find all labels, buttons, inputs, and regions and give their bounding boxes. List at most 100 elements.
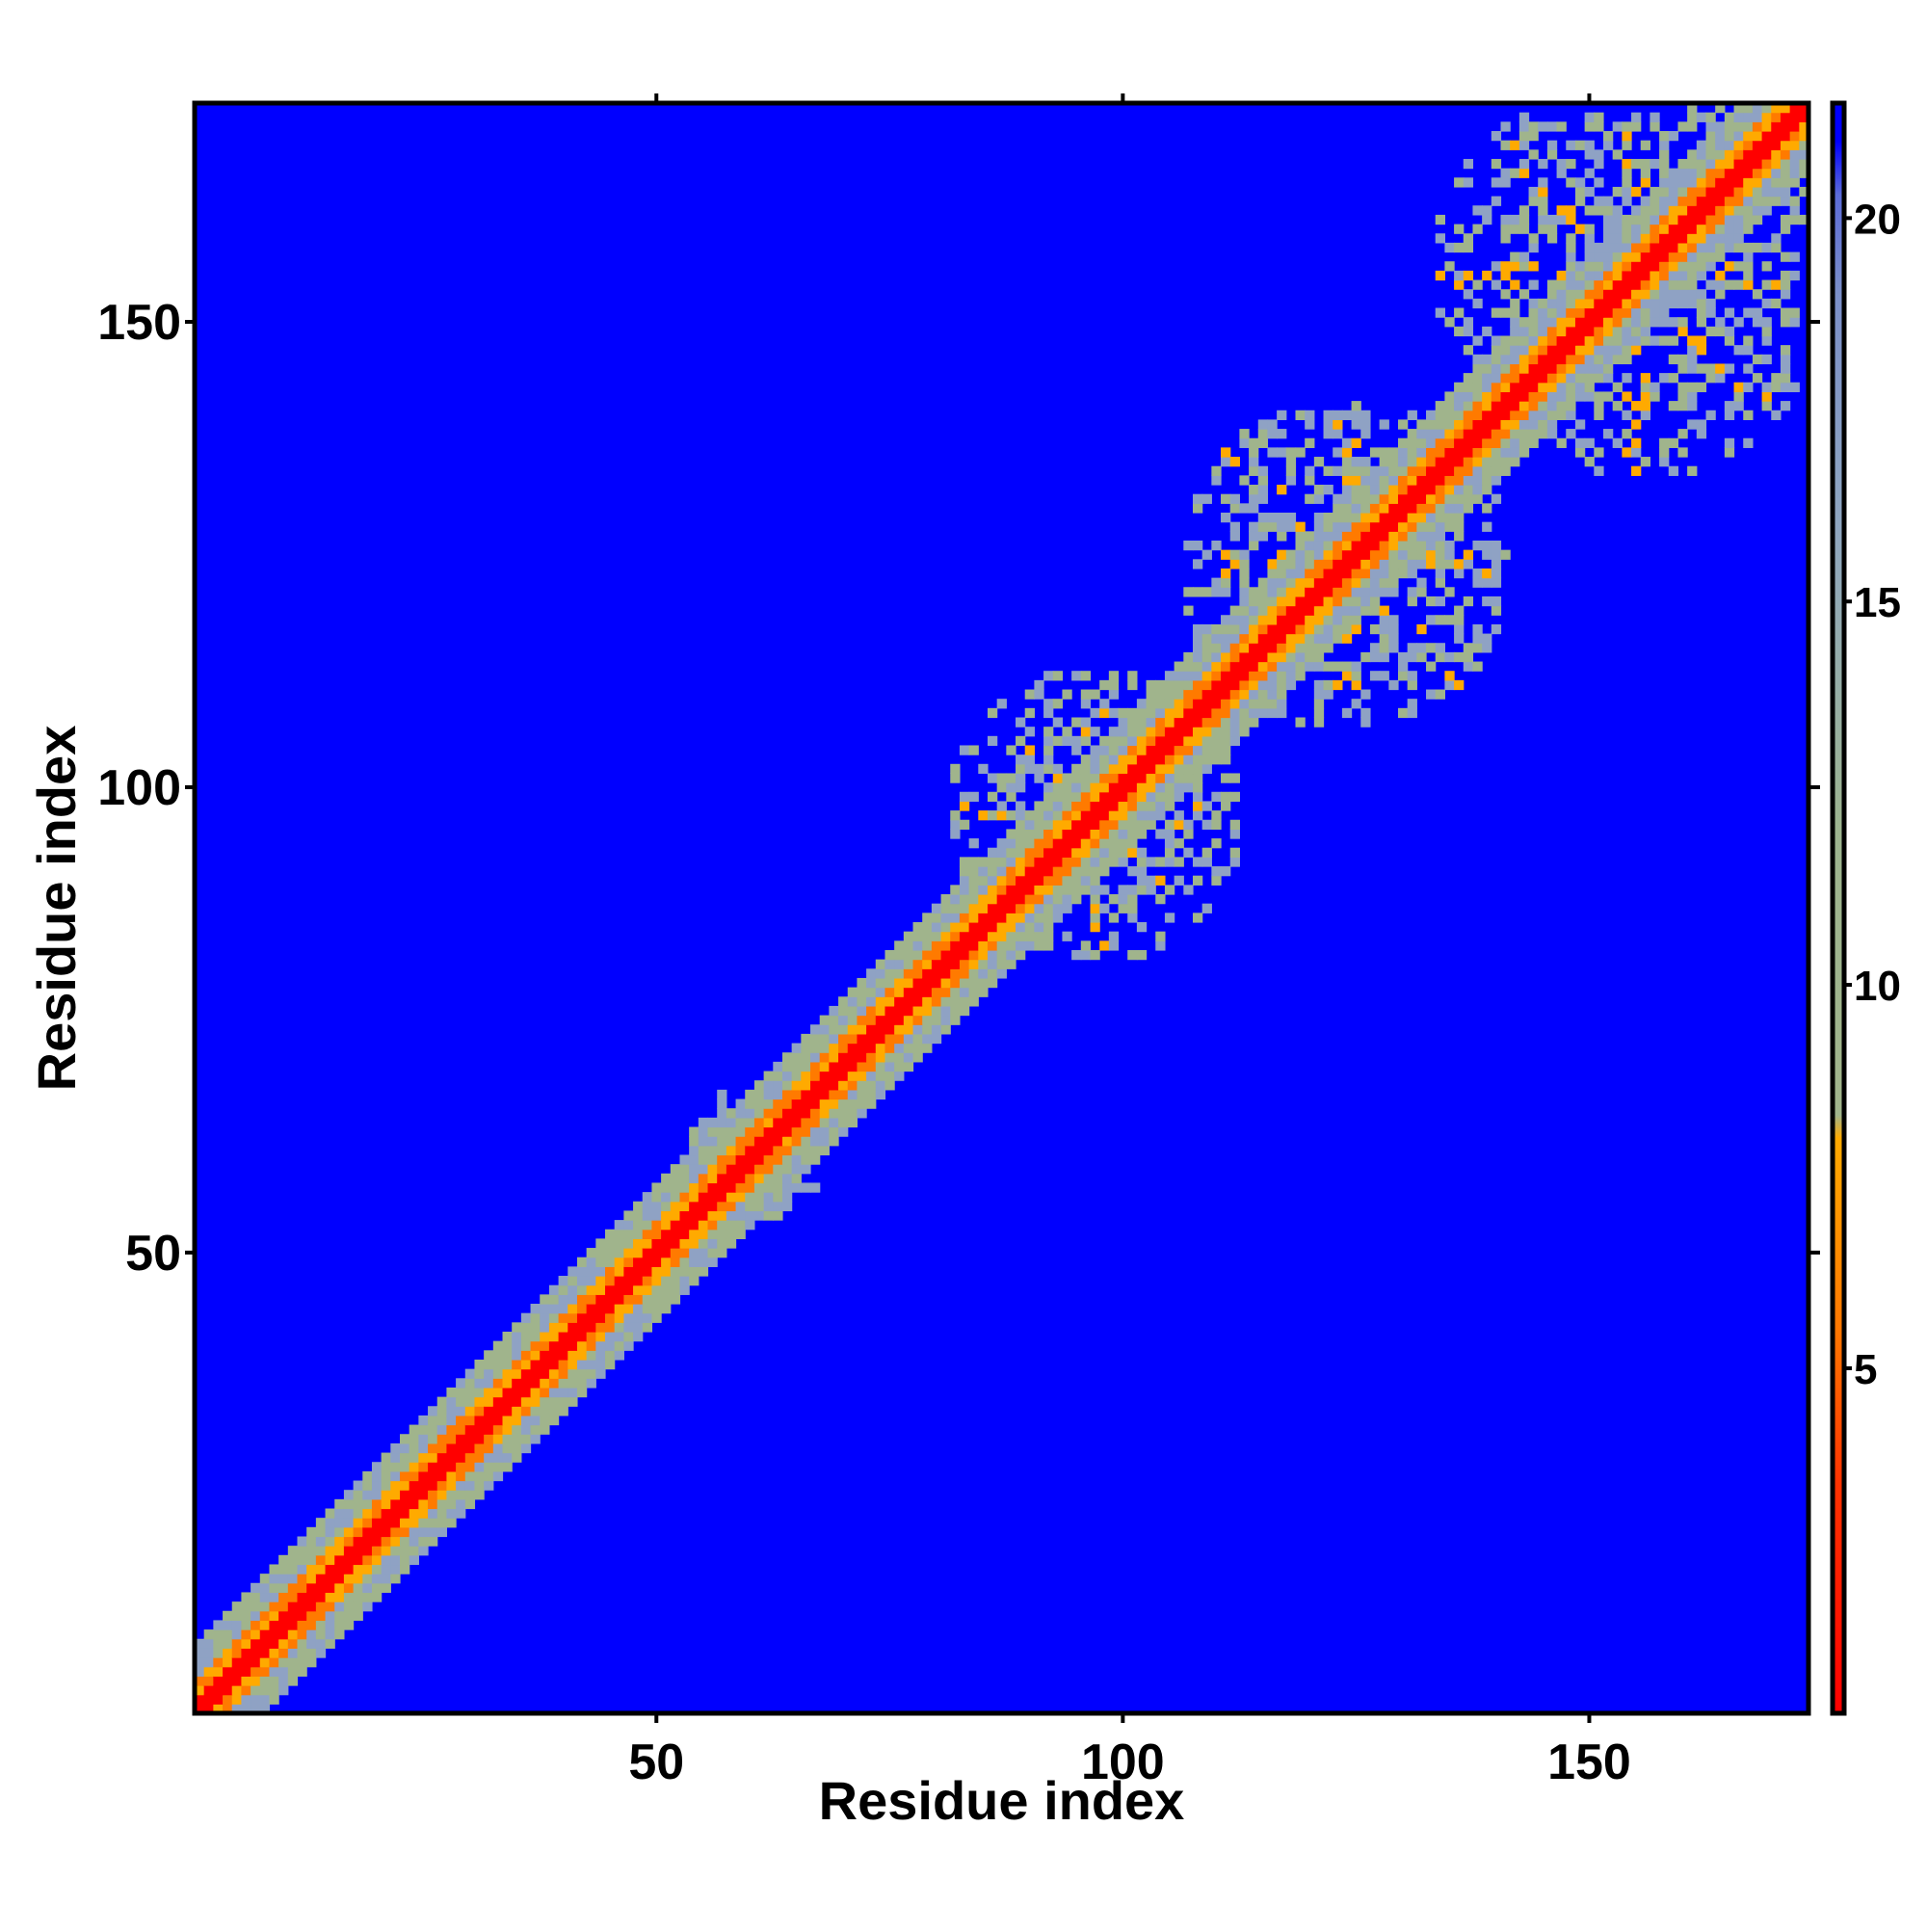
heatmap-cell bbox=[1659, 373, 1670, 384]
heatmap-cell bbox=[1705, 251, 1716, 262]
heatmap-cell bbox=[912, 1015, 923, 1025]
heatmap-cell bbox=[223, 1638, 233, 1649]
heatmap-cell bbox=[1566, 289, 1576, 300]
heatmap-cell bbox=[1650, 307, 1660, 318]
heatmap-cell bbox=[866, 1071, 877, 1081]
heatmap-cell bbox=[819, 1117, 830, 1128]
heatmap-cell bbox=[1249, 485, 1259, 495]
heatmap-cell bbox=[1631, 298, 1642, 309]
heatmap-cell bbox=[1034, 875, 1044, 886]
heatmap-cell bbox=[1668, 289, 1679, 300]
heatmap-cell bbox=[1546, 289, 1558, 300]
heatmap-cell bbox=[707, 1173, 718, 1184]
heatmap-cell bbox=[540, 1322, 550, 1333]
heatmap-cell bbox=[1472, 382, 1483, 393]
heatmap-cell bbox=[1454, 401, 1465, 411]
heatmap-cell bbox=[456, 1442, 466, 1454]
heatmap-cell bbox=[1034, 829, 1044, 839]
heatmap-cell bbox=[259, 1685, 271, 1696]
heatmap-cell bbox=[1080, 885, 1092, 895]
heatmap-cell bbox=[362, 1508, 373, 1519]
heatmap-cell bbox=[1239, 707, 1250, 719]
heatmap-cell bbox=[1221, 587, 1231, 597]
heatmap-cell bbox=[1556, 373, 1567, 384]
heatmap-cell bbox=[1249, 643, 1259, 653]
heatmap-cell bbox=[520, 1331, 532, 1342]
heatmap-cell bbox=[1510, 363, 1520, 374]
heatmap-cell bbox=[894, 1005, 905, 1017]
heatmap-cell bbox=[269, 1666, 279, 1677]
heatmap-cell bbox=[400, 1442, 410, 1454]
heatmap-cell bbox=[1528, 437, 1539, 448]
heatmap-cell bbox=[1668, 437, 1679, 448]
heatmap-cell bbox=[1771, 279, 1782, 290]
heatmap-cell bbox=[1687, 224, 1698, 234]
heatmap-cell bbox=[1090, 810, 1100, 821]
heatmap-cell bbox=[1780, 196, 1791, 206]
heatmap-cell bbox=[568, 1368, 578, 1379]
heatmap-cell bbox=[978, 949, 989, 961]
heatmap-cell bbox=[661, 1248, 672, 1258]
heatmap-cell bbox=[446, 1508, 457, 1519]
heatmap-cell bbox=[1407, 447, 1417, 458]
heatmap-cell bbox=[334, 1518, 345, 1528]
heatmap-cell bbox=[484, 1470, 494, 1482]
heatmap-cell bbox=[306, 1554, 317, 1566]
heatmap-cell bbox=[315, 1629, 327, 1640]
heatmap-cell bbox=[1369, 559, 1381, 569]
heatmap-cell bbox=[1602, 251, 1614, 262]
heatmap-cell bbox=[1164, 727, 1175, 737]
heatmap-cell bbox=[1733, 261, 1744, 272]
heatmap-cell bbox=[428, 1518, 438, 1528]
heatmap-cell bbox=[1715, 140, 1726, 150]
heatmap-cell bbox=[1687, 103, 1698, 114]
heatmap-cell bbox=[362, 1490, 373, 1500]
heatmap-cell bbox=[1574, 279, 1586, 290]
heatmap-cell bbox=[334, 1546, 345, 1556]
heatmap-cell bbox=[1379, 549, 1389, 560]
heatmap-cell bbox=[1472, 437, 1483, 448]
heatmap-cell bbox=[1146, 707, 1156, 719]
heatmap-cell bbox=[959, 894, 970, 905]
heatmap-cell bbox=[1249, 447, 1259, 458]
heatmap-cell bbox=[829, 1071, 839, 1081]
heatmap-cell bbox=[1155, 707, 1166, 719]
heatmap-cell bbox=[1444, 559, 1455, 569]
heatmap-cell bbox=[1518, 317, 1530, 328]
heatmap-cell bbox=[1118, 810, 1128, 821]
heatmap-cell bbox=[651, 1229, 662, 1239]
heatmap-cell bbox=[251, 1657, 261, 1668]
heatmap-cell bbox=[614, 1257, 624, 1267]
heatmap-cell bbox=[1313, 679, 1325, 691]
heatmap-cell bbox=[1789, 177, 1800, 188]
heatmap-cell bbox=[1584, 242, 1595, 253]
heatmap-cell bbox=[502, 1359, 513, 1370]
heatmap-cell bbox=[1677, 279, 1688, 290]
heatmap-cell bbox=[1164, 791, 1175, 803]
heatmap-cell bbox=[1090, 829, 1100, 839]
heatmap-cell bbox=[1574, 177, 1586, 188]
heatmap-cell bbox=[1435, 447, 1445, 458]
heatmap-cell bbox=[1612, 224, 1623, 234]
heatmap-cell bbox=[1267, 699, 1278, 709]
heatmap-cell bbox=[959, 903, 970, 913]
heatmap-cell bbox=[1333, 661, 1343, 672]
heatmap-cell bbox=[1127, 782, 1138, 793]
heatmap-cell bbox=[996, 940, 1007, 951]
heatmap-cell bbox=[1305, 595, 1315, 607]
heatmap-cell bbox=[1482, 354, 1492, 365]
heatmap-cell bbox=[912, 1033, 923, 1045]
heatmap-cell bbox=[1518, 391, 1530, 402]
heatmap-cell bbox=[726, 1126, 737, 1137]
heatmap-cell bbox=[1724, 437, 1735, 448]
heatmap-cell bbox=[1426, 559, 1437, 569]
heatmap-cell bbox=[1379, 615, 1389, 625]
heatmap-cell bbox=[623, 1229, 634, 1239]
heatmap-cell bbox=[1257, 429, 1269, 439]
heatmap-cell bbox=[819, 1145, 830, 1156]
heatmap-cell bbox=[1295, 595, 1306, 607]
heatmap-cell bbox=[1650, 186, 1660, 198]
heatmap-cell bbox=[353, 1574, 363, 1584]
heatmap-cell bbox=[950, 885, 961, 895]
